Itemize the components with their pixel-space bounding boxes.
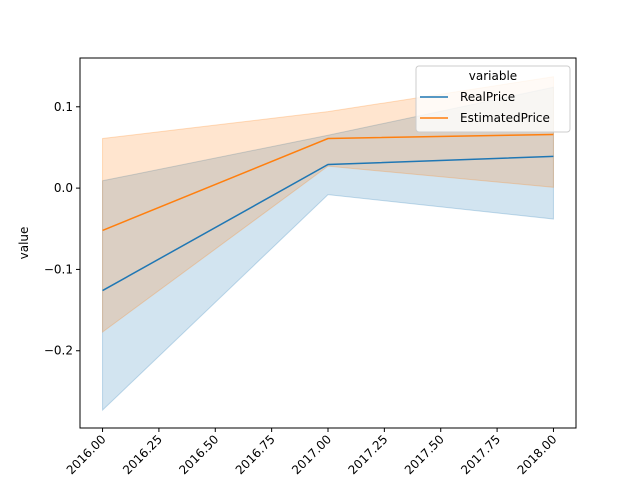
x-tick-label: 2017.00 [289, 432, 334, 477]
x-tick-label: 2016.50 [176, 432, 221, 477]
x-tick-label: 2017.75 [458, 432, 503, 477]
legend-label-0: RealPrice [460, 90, 515, 104]
legend-title: variable [469, 69, 517, 83]
y-axis-label: value [17, 227, 31, 260]
x-tick-label: 2018.00 [515, 432, 560, 477]
legend: variable RealPrice EstimatedPrice [416, 66, 570, 132]
x-tick-label: 2016.75 [233, 432, 278, 477]
y-tick-label: 0.0 [54, 181, 73, 195]
x-tick-label: 2017.50 [402, 432, 447, 477]
y-axis-ticks: −0.2 −0.1 0.0 0.1 [44, 100, 80, 358]
y-tick-label: −0.1 [44, 262, 73, 276]
legend-label-1: EstimatedPrice [460, 111, 550, 125]
y-tick-label: −0.2 [44, 344, 73, 358]
y-tick-label: 0.1 [54, 100, 73, 114]
x-tick-label: 2017.25 [345, 432, 390, 477]
x-tick-label: 2016.25 [120, 432, 165, 477]
x-tick-label: 2016.00 [64, 432, 109, 477]
